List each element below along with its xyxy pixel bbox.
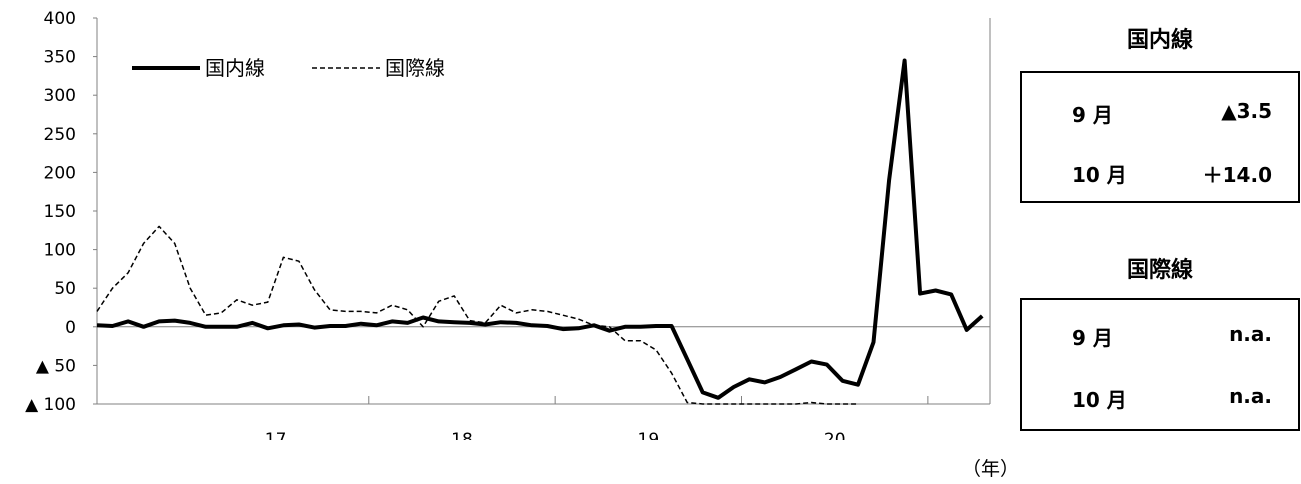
- panel-box-international: 9 月 n.a. 10 月 n.a.: [1020, 298, 1300, 431]
- y-tick-label: 100: [44, 241, 76, 261]
- y-tick-label: ▲ 100: [25, 395, 76, 415]
- y-tick-label: 50: [54, 279, 76, 299]
- panel-value: ▲3.5: [1221, 99, 1272, 123]
- x-axis-unit-label: （年）: [962, 458, 1020, 480]
- y-tick-label: 0: [65, 318, 76, 338]
- legend: 国内線 国際線: [132, 56, 445, 80]
- panel-value: ＋14.0: [1202, 163, 1272, 187]
- axis-layer: 400 350 300 250 200 150 100 50 0 ▲ 50 ▲ 100 17 18 19 2…: [25, 9, 991, 440]
- legend-label-international: 国際線: [385, 56, 445, 80]
- panel-month: 10 月: [1072, 163, 1127, 187]
- y-tick-label: 350: [44, 48, 76, 68]
- series-line-domestic: [96, 58, 984, 400]
- legend-label-domestic: 国内線: [205, 56, 265, 80]
- series-layer: [96, 58, 984, 405]
- panel-month: 9 月: [1072, 103, 1113, 127]
- panel-row: 10 月 n.a.: [1022, 384, 1298, 424]
- y-tick-label: ▲ 50: [36, 356, 76, 376]
- line-chart: 400 350 300 250 200 150 100 50 0 ▲ 50 ▲ 100 17 18 19 2…: [25, 9, 991, 440]
- panel-month: 10 月: [1072, 388, 1127, 412]
- panel-box-domestic: 9 月 ▲3.5 10 月 ＋14.0: [1020, 71, 1300, 203]
- panel-row: 10 月 ＋14.0: [1022, 159, 1298, 199]
- x-tick-label: 20: [824, 430, 846, 440]
- y-tick-label: 250: [44, 125, 76, 145]
- y-tick-label: 300: [44, 86, 76, 106]
- y-tick-label: 150: [44, 202, 76, 222]
- x-tick-label: 17: [265, 430, 287, 440]
- panel-row: 9 月 ▲3.5: [1022, 99, 1298, 139]
- y-tick-label: 200: [44, 163, 76, 183]
- x-tick-label: 19: [638, 430, 660, 440]
- panel-title-domestic: 国内線: [1126, 28, 1193, 53]
- panel-value: n.a.: [1229, 322, 1272, 346]
- panel-row: 9 月 n.a.: [1022, 322, 1298, 362]
- panel-title-international: 国際線: [1126, 258, 1193, 283]
- panel-value: n.a.: [1229, 384, 1272, 408]
- x-tick-label: 18: [451, 430, 473, 440]
- y-tick-label: 400: [44, 9, 76, 29]
- panel-month: 9 月: [1072, 326, 1113, 350]
- series-line-international: [96, 225, 858, 405]
